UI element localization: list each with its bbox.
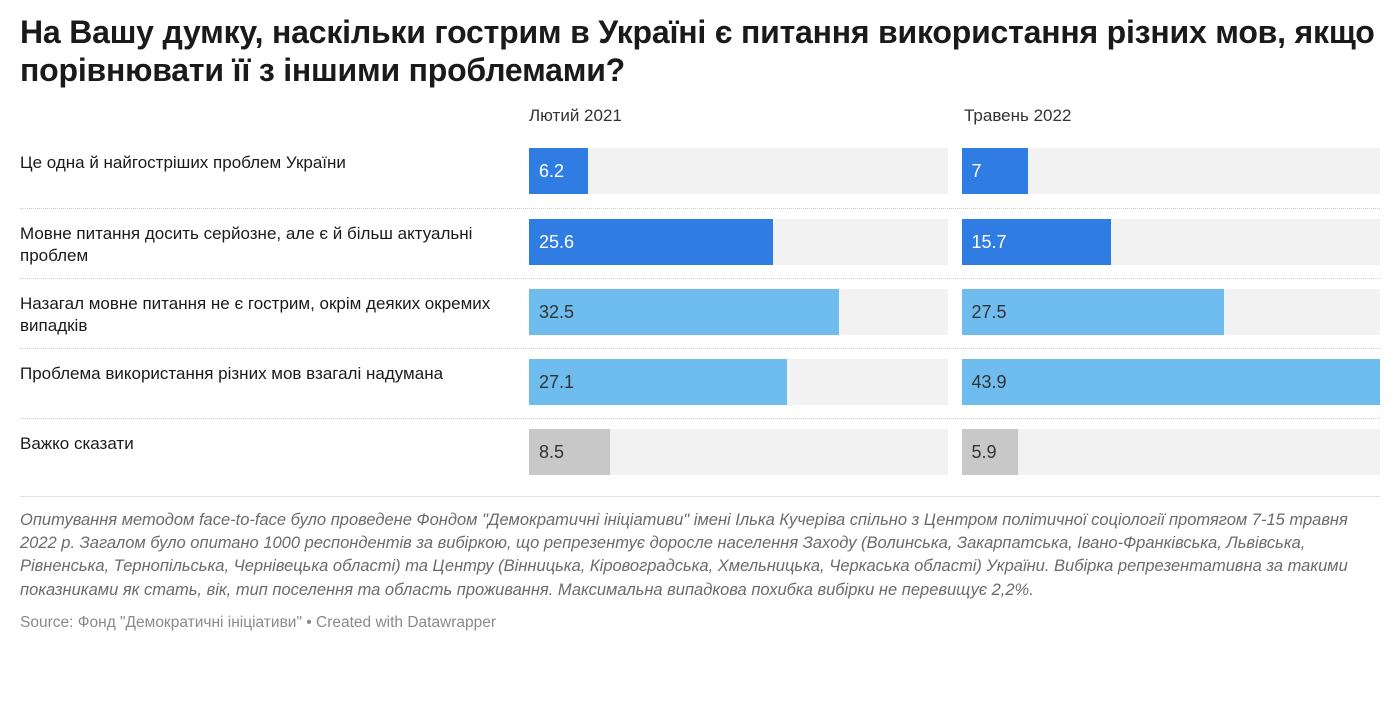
table-row: Важко сказати 8.5 5.9 — [20, 417, 1380, 488]
bar-cell: 27.1 — [529, 358, 948, 405]
bar-cell: 25.6 — [529, 218, 948, 265]
row-label: Важко сказати — [20, 433, 134, 453]
row-bars: 27.1 43.9 — [529, 349, 1380, 415]
bar-value-label: 8.5 — [539, 441, 565, 462]
row-bars: 8.5 5.9 — [529, 419, 1380, 485]
bar-track — [529, 147, 948, 194]
bar-cell: 27.5 — [961, 288, 1380, 335]
bar-value-label: 5.9 — [971, 441, 997, 462]
row-bars: 25.6 15.7 — [529, 209, 1380, 275]
bar-cell: 32.5 — [529, 288, 948, 335]
page-title: На Вашу думку, наскільки гострим в Украї… — [20, 14, 1375, 88]
bar-value-label: 25.6 — [539, 231, 575, 252]
bar-cell: 7 — [961, 147, 1380, 194]
bar-fill[interactable]: 15.7 — [961, 218, 1112, 265]
table-row: Мовне питання досить серйозне, але є й б… — [20, 207, 1380, 278]
bar-fill[interactable]: 8.5 — [529, 428, 611, 475]
bar-track — [961, 147, 1380, 194]
bar-fill[interactable]: 32.5 — [529, 288, 839, 335]
bar-value-label: 43.9 — [971, 371, 1007, 392]
chart-rows: Це одна й найгостріших проблем України 6.… — [20, 138, 1380, 488]
bar-track — [961, 428, 1380, 475]
bar-fill[interactable]: 25.6 — [529, 218, 774, 265]
bar-value-label: 32.5 — [539, 301, 575, 322]
column-headers: Лютий 2021 Травень 2022 — [20, 106, 1380, 138]
source-line: Source: Фонд "Демократичні ініціативи" •… — [20, 614, 497, 632]
bar-cell: 5.9 — [961, 428, 1380, 475]
bar-cell: 8.5 — [529, 428, 948, 475]
bar-fill[interactable]: 27.5 — [961, 288, 1224, 335]
table-row: Назагал мовне питання не є гострим, окрі… — [20, 277, 1380, 348]
row-label: Це одна й найгостріших проблем України — [20, 152, 346, 172]
row-label: Мовне питання досить серйозне, але є й б… — [20, 223, 473, 265]
chart-footer: Опитування методом face-to-face було про… — [20, 495, 1380, 633]
bar-cell: 43.9 — [961, 358, 1380, 405]
bar-value-label: 7 — [971, 160, 982, 181]
table-row: Проблема використання різних мов взагалі… — [20, 347, 1380, 418]
column-header-period-1: Лютий 2021 — [529, 105, 622, 125]
bar-value-label: 15.7 — [971, 231, 1007, 252]
bar-fill[interactable]: 43.9 — [961, 358, 1380, 405]
bar-fill[interactable]: 27.1 — [529, 358, 788, 405]
row-label: Проблема використання різних мов взагалі… — [20, 363, 444, 383]
methodology-note: Опитування методом face-to-face було про… — [20, 510, 1348, 599]
column-header-period-2: Травень 2022 — [964, 105, 1072, 125]
bar-cell: 6.2 — [529, 147, 948, 194]
row-label: Назагал мовне питання не є гострим, окрі… — [20, 293, 491, 335]
row-bars: 32.5 27.5 — [529, 279, 1380, 345]
bar-value-label: 27.5 — [971, 301, 1007, 322]
bar-cell: 15.7 — [961, 218, 1380, 265]
bar-fill[interactable]: 6.2 — [529, 147, 589, 194]
bar-value-label: 6.2 — [539, 160, 565, 181]
bar-value-label: 27.1 — [539, 371, 575, 392]
row-bars: 6.2 7 — [529, 138, 1380, 204]
bar-fill[interactable]: 5.9 — [961, 428, 1018, 475]
table-row: Це одна й найгостріших проблем України 6.… — [20, 138, 1380, 208]
bar-fill[interactable]: 7 — [961, 147, 1029, 194]
